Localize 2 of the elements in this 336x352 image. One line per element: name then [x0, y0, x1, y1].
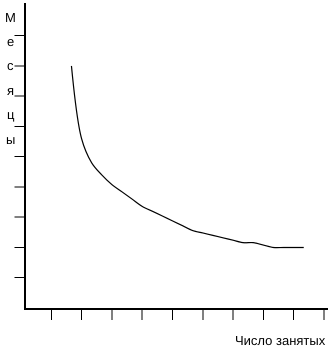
y-axis-title: Месяцы — [5, 10, 16, 147]
x-axis-title: Число занятых — [235, 333, 326, 348]
